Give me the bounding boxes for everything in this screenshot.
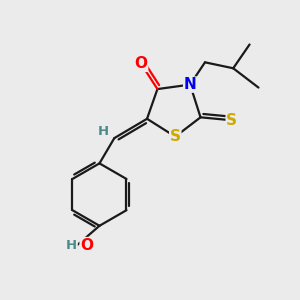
Text: H: H xyxy=(66,238,77,252)
Text: O: O xyxy=(80,238,93,253)
Text: H: H xyxy=(98,125,109,138)
Text: S: S xyxy=(226,113,237,128)
Text: S: S xyxy=(170,129,181,144)
Text: O: O xyxy=(135,56,148,71)
Text: N: N xyxy=(184,77,196,92)
